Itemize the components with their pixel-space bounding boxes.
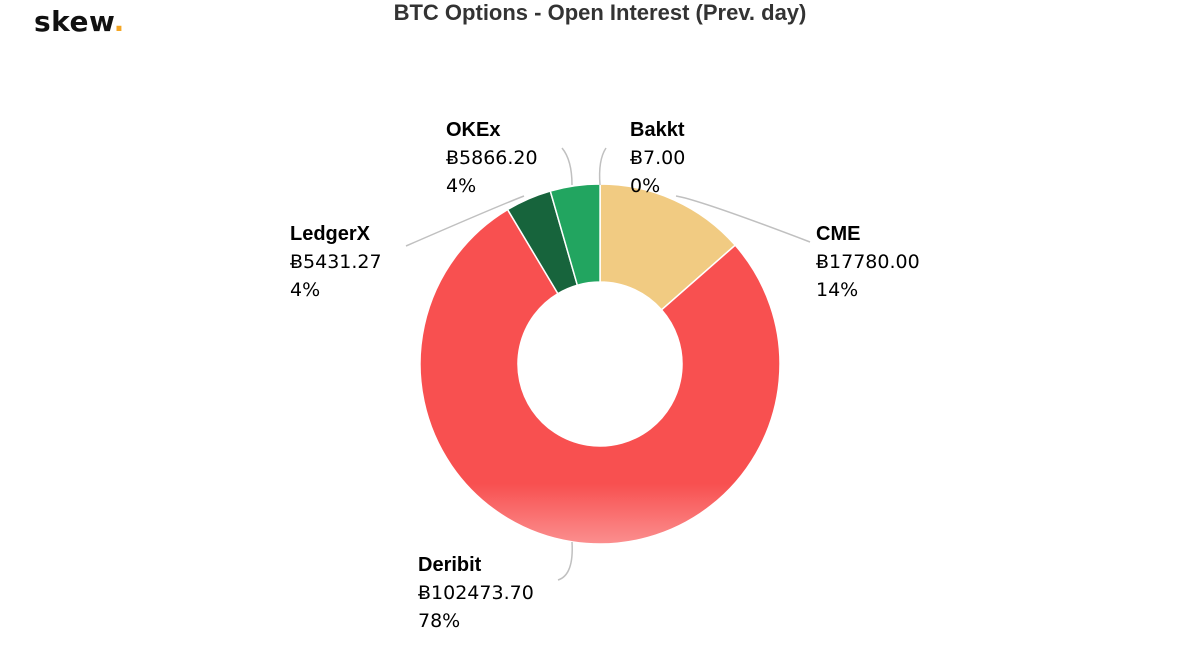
label-name-cme: CME (816, 223, 860, 245)
donut-hole (518, 282, 682, 446)
label-name-bakkt: Bakkt (630, 119, 685, 141)
connector-cme (675, 195, 811, 243)
label-okex: OKEx Ƀ5866.20 4% (446, 119, 538, 197)
connector-bakkt (598, 147, 607, 186)
label-percent-ledgerx: 4% (290, 279, 320, 301)
label-percent-bakkt: 0% (630, 175, 660, 197)
skew-logo: skew. (34, 4, 125, 40)
connectors-group (405, 147, 811, 581)
label-percent-cme: 14% (816, 279, 858, 301)
chart-title: BTC Options - Open Interest (Prev. day) (393, 0, 807, 25)
label-name-okex: OKEx (446, 119, 500, 141)
logo-text: skew (34, 5, 114, 38)
label-name-ledgerx: LedgerX (290, 223, 371, 245)
slices-group (419, 183, 781, 545)
label-percent-deribit: 78% (418, 610, 460, 632)
connector-ledgerx (405, 195, 525, 247)
label-value-cme: Ƀ17780.00 (816, 251, 920, 273)
label-name-deribit: Deribit (418, 554, 482, 576)
logo-dot: . (113, 5, 125, 38)
label-value-okex: Ƀ5866.20 (446, 147, 538, 169)
label-bakkt: Bakkt Ƀ7.00 0% (630, 119, 685, 197)
label-value-bakkt: Ƀ7.00 (630, 147, 685, 169)
labels-group: Bakkt Ƀ7.00 0% CME Ƀ17780.00 14% Deribit Ƀ10247… (290, 119, 920, 632)
label-cme: CME Ƀ17780.00 14% (816, 223, 920, 301)
label-deribit: Deribit Ƀ102473.70 78% (418, 554, 534, 632)
label-percent-okex: 4% (446, 175, 476, 197)
label-value-ledgerx: Ƀ5431.27 (290, 251, 382, 273)
connector-deribit (557, 541, 573, 581)
label-value-deribit: Ƀ102473.70 (418, 582, 534, 604)
label-ledgerx: LedgerX Ƀ5431.27 4% (290, 223, 382, 301)
connector-okex (561, 147, 573, 186)
